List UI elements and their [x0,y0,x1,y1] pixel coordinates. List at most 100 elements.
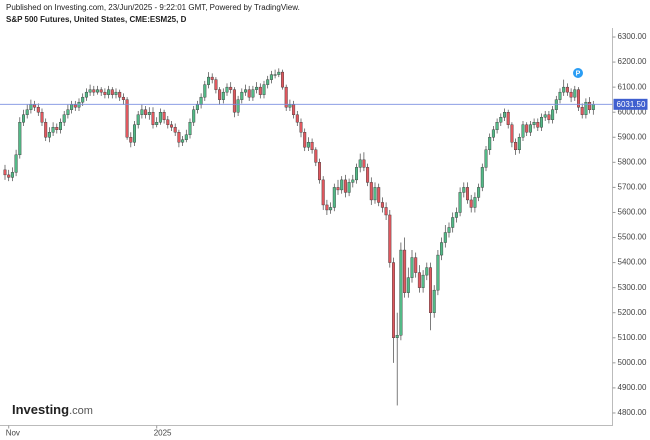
candle-body [110,89,114,95]
candle-body [151,112,155,125]
candle-body [66,109,70,115]
candle-body [318,162,322,181]
candle-body [362,159,366,168]
candle-body [299,122,303,133]
candle-body [225,86,229,93]
candle-body [173,127,177,133]
candle-body [33,104,37,108]
candle-body [517,137,521,151]
candle-body [577,89,581,108]
candle-body [514,142,518,151]
candle-body [107,89,111,95]
candle-body [377,187,381,203]
candle-body [429,267,433,313]
candle-body [314,149,318,163]
candle-body [140,109,144,115]
candle-body [203,84,207,98]
candle-body [532,122,536,125]
candle-body [269,74,273,80]
candle-body [543,114,547,118]
candle-body [195,104,199,110]
candle-body [292,104,296,115]
candle-body [414,257,418,273]
candle-body [462,187,466,193]
y-tick-label: 6200.00 [618,57,647,66]
y-tick-label: 5500.00 [618,233,647,242]
candle-body [403,249,407,293]
candle-body [121,96,125,100]
candle-body [40,112,44,123]
candle-body [369,182,373,201]
candle-body [84,91,88,98]
candle-body [536,122,540,128]
y-tick-label: 5400.00 [618,258,647,267]
candle-body [166,119,170,125]
candle-body [591,104,595,110]
last-price-label: 6031.50 [617,100,646,109]
candle-body [506,112,510,125]
candle-body [584,101,588,115]
candle-body [221,91,225,100]
candle-body [62,114,66,123]
candle-body [321,179,325,206]
candle-body [192,109,196,123]
candle-body [458,192,462,213]
candle-body [181,139,185,143]
y-tick-label: 5700.00 [618,183,647,192]
y-tick-label: 5000.00 [618,358,647,367]
candle-body [436,254,440,291]
candle-body [129,137,133,143]
logo: Investing.com [12,402,93,417]
candle-body [281,71,285,88]
candle-body [366,167,370,183]
candle-body [199,96,203,105]
candle-body [236,99,240,113]
candle-body [3,169,7,176]
candle-body [88,89,92,93]
candle-body [136,114,140,125]
y-tick-label: 5600.00 [618,208,647,217]
candle-body [417,272,421,288]
last-price-box [613,98,648,110]
candle-body [558,91,562,100]
chart-title: S&P 500 Futures, United States, CME:ESM2… [6,15,187,24]
candle-body [580,106,584,115]
candle-body [125,99,129,138]
candle-body [273,74,277,76]
candle-body [510,124,514,143]
candle-body [440,242,444,256]
candle-body [306,142,310,148]
candle-body [103,91,107,95]
candle-body [340,179,344,191]
x-tick-label: Nov [6,429,20,438]
marks [3,68,595,406]
candle-body [162,112,166,120]
y-tick-label: 4800.00 [618,408,647,417]
candle-body [147,112,151,115]
candle-body [569,91,573,98]
candle-body [262,84,266,95]
candle-body [406,277,410,293]
candle-body [488,137,492,151]
candle-body [477,187,481,198]
x-tick-label: 2025 [154,429,172,438]
candle-body [51,127,55,133]
candle-body [410,257,414,278]
candle-body [573,89,577,98]
candle-body [447,227,451,233]
candle-body [380,202,384,208]
candle-body [247,89,251,98]
y-tick-label: 6300.00 [618,32,647,41]
candle-body [210,76,214,80]
y-tick-label: 5900.00 [618,132,647,141]
candle-body [55,127,59,130]
candle-body [495,122,499,130]
candle-body [588,101,592,110]
candle-body [144,109,148,115]
candle-body [251,89,255,98]
candle-body [551,109,555,120]
candle-body [277,71,281,75]
candle-body [184,134,188,140]
y-tick-label: 5800.00 [618,157,647,166]
